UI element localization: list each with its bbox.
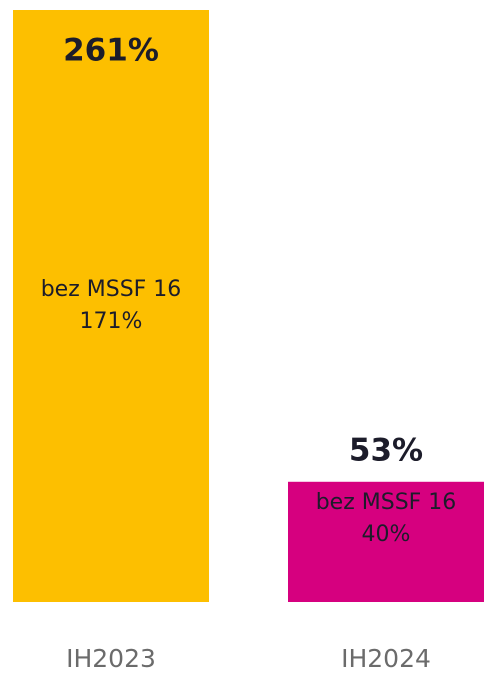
category-label: IH2024: [341, 644, 431, 673]
inner-label: bez MSSF 16: [41, 277, 182, 302]
value-label: 53%: [349, 432, 423, 468]
bar: [288, 481, 484, 602]
category-label: IH2023: [66, 644, 156, 673]
inner-value: 171%: [80, 309, 143, 334]
bar: [13, 10, 209, 602]
value-label: 261%: [63, 33, 159, 69]
inner-label: bez MSSF 16: [316, 490, 457, 515]
inner-value: 40%: [362, 522, 411, 547]
